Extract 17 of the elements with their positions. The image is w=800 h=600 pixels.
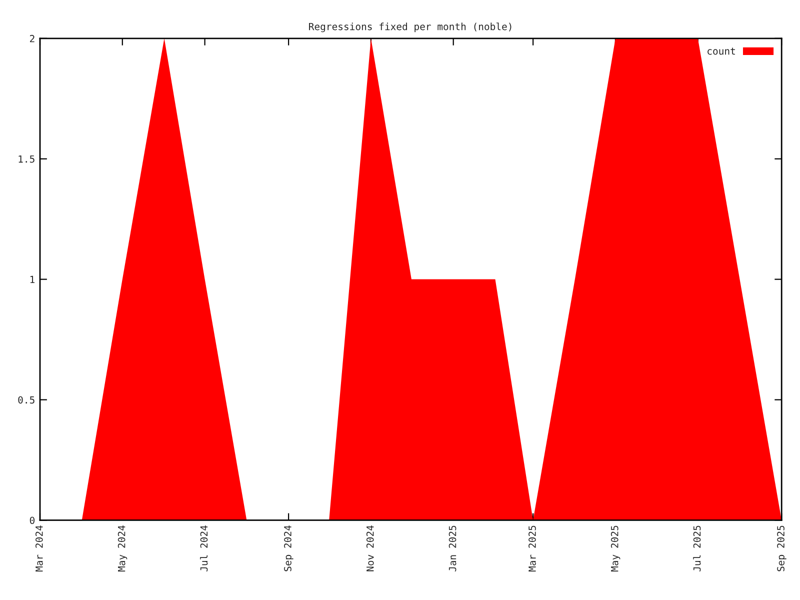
y-tick-label: 2 (30, 34, 34, 42)
x-tick-label: May 2024 (118, 526, 128, 572)
x-tick-label: Sep 2025 (777, 526, 786, 572)
y-tick-label: 1.5 (18, 155, 34, 163)
y-tick-label: 1 (30, 276, 34, 284)
x-tick-label: Jul 2024 (200, 526, 208, 572)
x-tick-label: Jan 2025 (448, 526, 456, 572)
x-tick-label: Jul 2025 (693, 526, 701, 572)
x-tick-label: May 2025 (610, 526, 620, 572)
x-tick-label: Nov 2024 (366, 526, 374, 572)
y-tick-label: 0 (30, 516, 35, 524)
y-tick-label: 0.5 (18, 396, 34, 404)
legend-label: count (708, 48, 735, 55)
chart-title: Regressions fixed per month (noble) (309, 22, 512, 32)
x-tick-label: Sep 2024 (284, 526, 294, 572)
x-tick-label: Mar 2024 (35, 526, 43, 572)
x-tick-label: Mar 2025 (528, 526, 536, 572)
